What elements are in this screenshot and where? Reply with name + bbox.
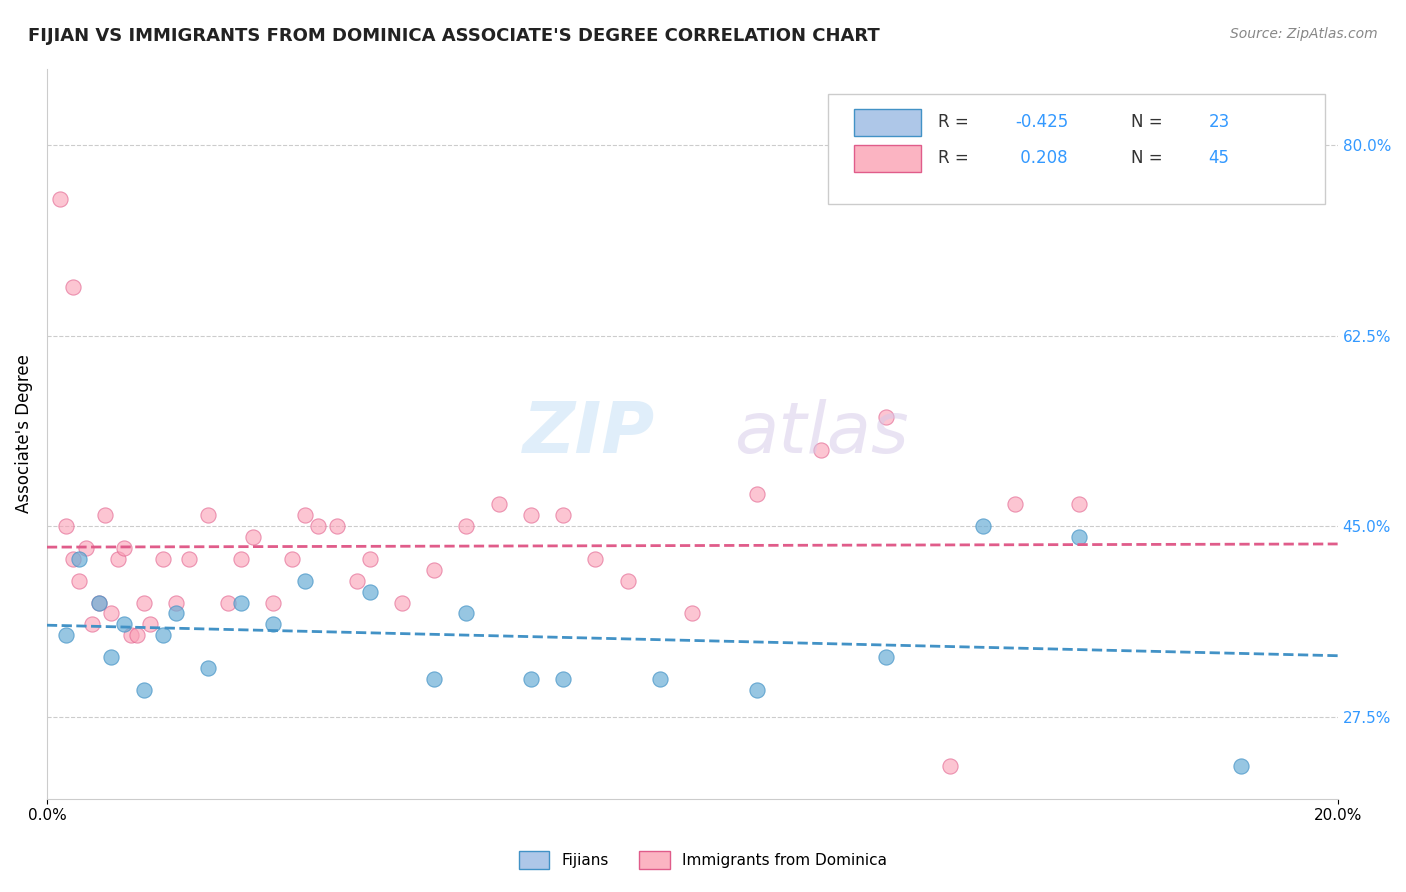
Point <box>165 607 187 621</box>
Point <box>281 552 304 566</box>
Point <box>100 607 122 621</box>
Point <box>87 596 110 610</box>
Point <box>520 508 543 523</box>
Point <box>132 682 155 697</box>
Point <box>100 650 122 665</box>
Text: 0.208: 0.208 <box>1015 149 1067 168</box>
Point <box>62 552 84 566</box>
Text: 45: 45 <box>1209 149 1230 168</box>
FancyBboxPatch shape <box>853 145 921 172</box>
Point <box>217 596 239 610</box>
Point <box>488 498 510 512</box>
Point <box>132 596 155 610</box>
Point <box>177 552 200 566</box>
Y-axis label: Associate's Degree: Associate's Degree <box>15 354 32 513</box>
Point <box>648 672 671 686</box>
Point <box>120 628 142 642</box>
Point <box>139 617 162 632</box>
Point <box>127 628 149 642</box>
Point <box>520 672 543 686</box>
Point <box>262 617 284 632</box>
Point <box>152 552 174 566</box>
Point <box>307 519 329 533</box>
Point <box>553 672 575 686</box>
Point <box>197 661 219 675</box>
Point <box>112 617 135 632</box>
Point <box>875 410 897 425</box>
Point <box>197 508 219 523</box>
Point <box>745 682 768 697</box>
Point <box>359 552 381 566</box>
Text: -0.425: -0.425 <box>1015 112 1069 131</box>
Text: Source: ZipAtlas.com: Source: ZipAtlas.com <box>1230 27 1378 41</box>
Point <box>423 563 446 577</box>
FancyBboxPatch shape <box>828 94 1324 203</box>
Point <box>49 192 72 206</box>
Point <box>972 519 994 533</box>
Text: atlas: atlas <box>734 399 908 468</box>
Point <box>107 552 129 566</box>
Point <box>1069 498 1091 512</box>
Point <box>80 617 103 632</box>
Point <box>681 607 703 621</box>
FancyBboxPatch shape <box>853 109 921 136</box>
Point <box>67 574 90 588</box>
Text: 23: 23 <box>1209 112 1230 131</box>
Point <box>75 541 97 555</box>
Legend: Fijians, Immigrants from Dominica: Fijians, Immigrants from Dominica <box>513 845 893 875</box>
Point <box>294 508 316 523</box>
Point <box>616 574 638 588</box>
Point <box>229 596 252 610</box>
Text: FIJIAN VS IMMIGRANTS FROM DOMINICA ASSOCIATE'S DEGREE CORRELATION CHART: FIJIAN VS IMMIGRANTS FROM DOMINICA ASSOC… <box>28 27 880 45</box>
Point <box>1230 759 1253 773</box>
Point <box>553 508 575 523</box>
Point <box>152 628 174 642</box>
Point <box>94 508 117 523</box>
Point <box>456 607 478 621</box>
Point <box>294 574 316 588</box>
Point <box>745 486 768 500</box>
Text: R =: R = <box>938 149 973 168</box>
Point <box>456 519 478 533</box>
Point <box>391 596 413 610</box>
Text: N =: N = <box>1130 112 1168 131</box>
Text: N =: N = <box>1130 149 1168 168</box>
Point <box>346 574 368 588</box>
Point <box>67 552 90 566</box>
Point <box>165 596 187 610</box>
Point <box>242 530 264 544</box>
Point <box>939 759 962 773</box>
Point <box>1069 530 1091 544</box>
Point <box>585 552 607 566</box>
Point <box>55 628 77 642</box>
Text: ZIP: ZIP <box>523 399 655 468</box>
Point <box>229 552 252 566</box>
Point <box>62 279 84 293</box>
Point <box>810 442 832 457</box>
Point <box>359 584 381 599</box>
Point <box>87 596 110 610</box>
Point <box>875 650 897 665</box>
Point <box>55 519 77 533</box>
Text: R =: R = <box>938 112 973 131</box>
Point <box>326 519 349 533</box>
Point <box>262 596 284 610</box>
Point <box>1004 498 1026 512</box>
Point <box>112 541 135 555</box>
Point <box>423 672 446 686</box>
